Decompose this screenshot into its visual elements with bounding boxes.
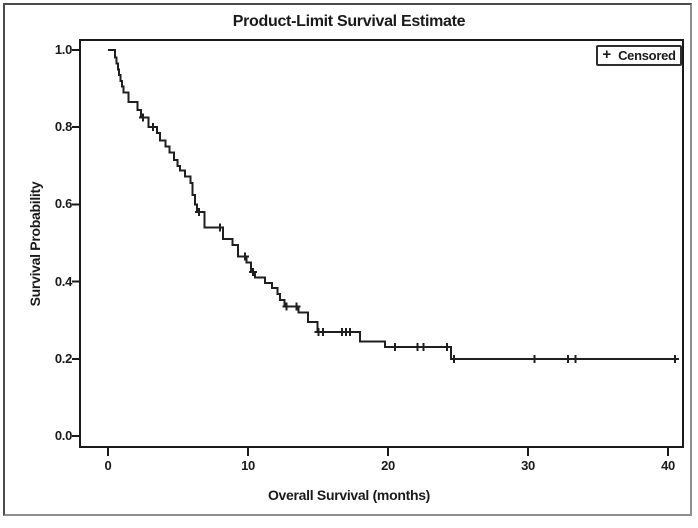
x-axis-title: Overall Survival (months) — [267, 487, 431, 503]
x-tick-label: 0 — [104, 458, 112, 473]
plot-frame — [79, 39, 684, 448]
censor-mark-icon — [195, 208, 203, 217]
censor-mark-icon — [671, 354, 679, 363]
censor-mark-icon — [391, 343, 399, 352]
censor-mark-icon — [282, 302, 291, 311]
censor-mark-icon — [292, 302, 301, 311]
censor-mark-icon — [139, 113, 147, 122]
censor-mark-icon — [419, 343, 428, 352]
x-tick-label: 30 — [521, 458, 535, 473]
y-tick-label: 0.8 — [54, 119, 72, 135]
x-tick-label: 20 — [381, 458, 395, 473]
censor-mark-icon — [442, 343, 451, 352]
legend-box: + Censored — [596, 45, 682, 66]
y-tick-label: 1.0 — [54, 42, 72, 57]
plus-censor-marker-icon: + — [602, 46, 612, 63]
chart-title: Product-Limit Survival Estimate — [232, 13, 466, 30]
y-tick-label: 0.0 — [54, 428, 72, 443]
censor-mark-icon — [530, 354, 539, 363]
censor-mark-icon — [563, 354, 572, 363]
y-tick-label: 0.2 — [54, 350, 72, 366]
y-tick-label: 0.4 — [54, 273, 72, 289]
censor-mark-icon — [571, 354, 580, 363]
survival-step-curve — [108, 49, 677, 360]
x-tick-label: 10 — [241, 458, 255, 473]
censor-mark-icon — [248, 267, 257, 276]
legend-censored-label: Censored — [618, 48, 676, 63]
x-tick-label: 40 — [661, 458, 675, 473]
figure-border — [3, 3, 692, 516]
censor-mark-icon — [241, 252, 250, 261]
censor-mark-icon — [449, 354, 458, 363]
censor-mark-icon — [318, 327, 327, 336]
y-axis-title: Survival Probability — [27, 181, 43, 307]
censor-mark-icon — [216, 223, 224, 232]
censor-mark-icon — [346, 327, 355, 336]
y-tick-label: 0.6 — [54, 196, 72, 212]
censor-mark-icon — [148, 123, 157, 132]
